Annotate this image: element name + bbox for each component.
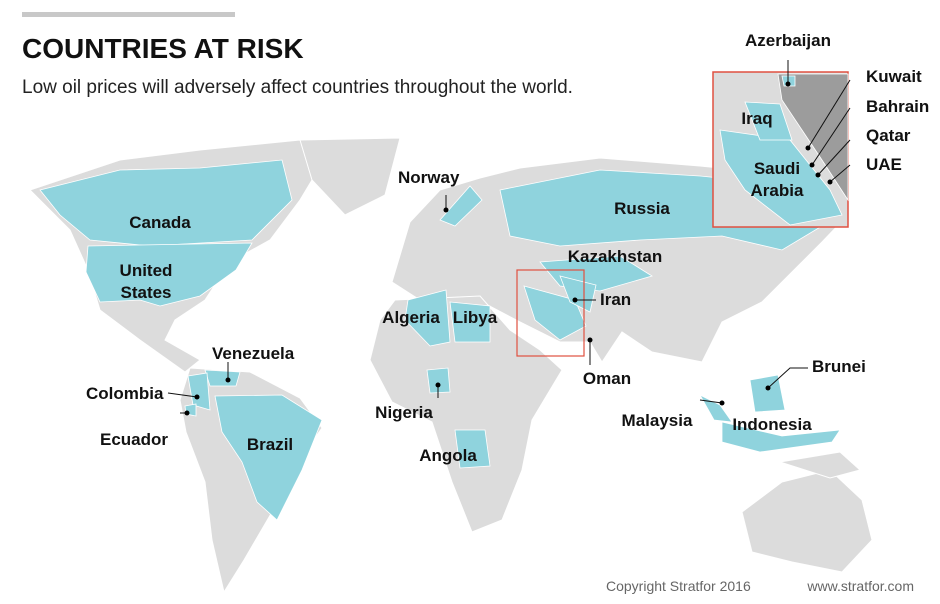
country-label: Canada	[129, 213, 191, 232]
country-labels: Canada United States Venezuela Colombia …	[86, 31, 929, 465]
map-shape	[741, 469, 873, 573]
inset-label: Saudi	[754, 159, 800, 178]
map-shape	[435, 382, 441, 388]
country-label: Libya	[453, 308, 498, 327]
map-shape	[777, 73, 849, 202]
map-shape	[829, 164, 851, 183]
map-shape	[699, 394, 733, 423]
inset-label: Iraq	[741, 109, 772, 128]
inset-label: Azerbaijan	[745, 31, 831, 50]
inset-label: Qatar	[866, 126, 911, 145]
country-label: Iran	[600, 290, 631, 309]
map-shape	[779, 451, 862, 479]
country-label: Angola	[419, 446, 477, 465]
gulf-inset	[712, 71, 849, 228]
map-shape	[167, 392, 198, 398]
map-shape	[85, 242, 253, 307]
country-label: Algeria	[382, 308, 440, 327]
country-label: States	[120, 283, 171, 302]
map-shape	[426, 367, 451, 394]
map-shape	[744, 101, 793, 141]
map-shape	[454, 429, 491, 469]
subtitle: Low oil prices will adversely affect cou…	[22, 77, 573, 98]
map-shape	[225, 377, 231, 383]
gulf-highlight-box	[516, 269, 585, 357]
inset-label: Arabia	[751, 181, 804, 200]
header-rule	[22, 12, 235, 17]
map-shape	[299, 137, 401, 216]
map-shape	[767, 367, 808, 389]
map-shape	[572, 297, 578, 303]
copyright: Copyright Stratfor 2016	[606, 578, 751, 594]
map-shape	[785, 81, 791, 87]
title: COUNTRIES AT RISK	[22, 33, 304, 64]
map-shape	[214, 394, 323, 521]
map-shape	[719, 400, 725, 406]
map-shape	[805, 145, 811, 151]
map-shape	[811, 107, 851, 166]
country-label: Norway	[398, 168, 460, 187]
map-shape	[809, 162, 815, 168]
map-shape	[699, 399, 723, 404]
map-shape	[815, 172, 821, 178]
map-shape	[194, 394, 200, 400]
country-label: United	[120, 261, 173, 280]
map-shape	[827, 179, 833, 185]
map-shape	[369, 295, 563, 533]
map-shape	[39, 159, 293, 247]
inset-label: Kuwait	[866, 67, 922, 86]
map-shape	[187, 372, 211, 411]
country-label: Brazil	[247, 435, 293, 454]
at-risk-countries	[39, 159, 841, 521]
country-label: Colombia	[86, 384, 164, 403]
map-shape	[719, 129, 843, 226]
map-shape	[807, 79, 851, 149]
country-label: Ecuador	[100, 430, 168, 449]
map-shape	[587, 337, 593, 343]
map-shape	[817, 139, 851, 176]
map-shape	[749, 374, 786, 413]
country-label: Venezuela	[212, 344, 295, 363]
source-url: www.stratfor.com	[806, 578, 914, 594]
country-label: Oman	[583, 369, 631, 388]
country-label: Brunei	[812, 357, 866, 376]
country-label: Kazakhstan	[568, 247, 662, 266]
country-label: Russia	[614, 199, 670, 218]
map-shape	[721, 421, 841, 453]
map-shape	[204, 369, 241, 387]
leaders	[167, 60, 851, 416]
country-label: Indonesia	[732, 415, 812, 434]
map-shape	[765, 385, 771, 391]
map-shape	[439, 185, 483, 227]
map-shape	[404, 289, 451, 347]
country-label: Nigeria	[375, 403, 433, 422]
inset-label: Bahrain	[866, 97, 929, 116]
country-label: Malaysia	[622, 411, 693, 430]
map-shape	[449, 301, 491, 343]
map-shape	[184, 410, 190, 416]
inset-label: UAE	[866, 155, 902, 174]
map-shape	[443, 207, 449, 213]
